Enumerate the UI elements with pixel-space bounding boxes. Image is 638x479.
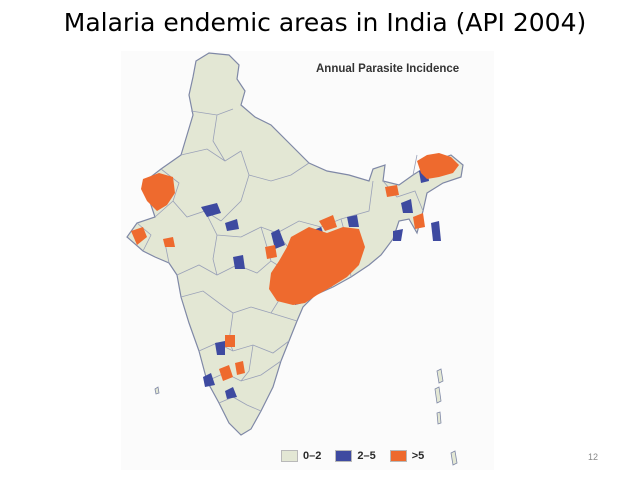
legend-item-low: 0–2 bbox=[281, 450, 321, 462]
india-map bbox=[126, 52, 464, 466]
map-legend: 0–2 2–5 >5 bbox=[281, 450, 438, 462]
map-heading: Annual Parasite Incidence bbox=[316, 63, 460, 75]
slide-title: Malaria endemic areas in India (API 2004… bbox=[63, 8, 587, 37]
legend-swatch-medium bbox=[335, 450, 353, 462]
legend-label-low: 0–2 bbox=[303, 450, 322, 462]
legend-swatch-high bbox=[389, 450, 407, 462]
legend-label-high: >5 bbox=[411, 450, 425, 462]
api-over-5-districts bbox=[131, 153, 459, 381]
legend-item-medium: 2–5 bbox=[335, 450, 376, 462]
legend-item-high: >5 bbox=[389, 450, 425, 462]
page-number: 12 bbox=[588, 452, 599, 462]
malaria-map-panel: Annual Parasite Incidence 0–2 2–5 >5 bbox=[121, 51, 494, 470]
legend-label-medium: 2–5 bbox=[357, 450, 376, 462]
andaman-nicobar-islands bbox=[154, 368, 458, 466]
legend-swatch-low bbox=[281, 450, 298, 462]
